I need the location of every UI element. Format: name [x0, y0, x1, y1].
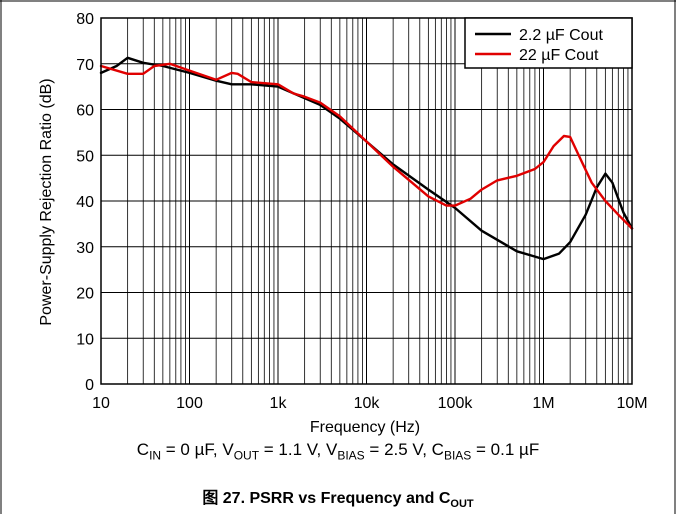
legend-box: [464, 17, 633, 69]
y-tick-label: 10: [76, 331, 94, 348]
figure-caption: 图 27. PSRR vs Frequency and COUT: [202, 490, 474, 511]
y-tick-label: 80: [76, 11, 94, 28]
y-tick-labels: 0 10 20 30 40 50 60 70 80: [76, 11, 94, 394]
x-tick-label: 10M: [616, 395, 647, 412]
y-tick-label: 30: [76, 240, 94, 257]
x-tick-label: 1M: [532, 395, 554, 412]
legend: 2.2 µF Cout 22 µF Cout: [464, 17, 633, 69]
x-tick-label: 100: [176, 395, 203, 412]
test-conditions: CIN = 0 µF, VOUT = 1.1 V, VBIAS = 2.5 V,…: [136, 440, 540, 463]
grid-lines: [100, 17, 632, 385]
x-tick-label: 10: [92, 395, 110, 412]
legend-label: 22 µF Cout: [519, 47, 599, 64]
x-axis-label: Frequency (Hz): [310, 419, 420, 436]
y-tick-label: 60: [76, 103, 94, 120]
y-tick-label: 70: [76, 57, 94, 74]
y-axis-label: Power-Supply Rejection Ratio (dB): [38, 78, 55, 325]
series-line-cout-22uf: [99, 62, 634, 230]
x-tick-label: 100k: [438, 395, 474, 412]
plot-area-border: [100, 17, 633, 385]
y-tick-label: 40: [76, 194, 94, 211]
series-layer: [99, 56, 634, 261]
series-line-cout-2-2uf: [99, 56, 634, 261]
x-tick-label: 10k: [354, 395, 381, 412]
y-tick-label: 50: [76, 148, 94, 165]
y-tick-label: 20: [76, 286, 94, 303]
y-tick-label: 0: [85, 377, 94, 394]
legend-label: 2.2 µF Cout: [519, 27, 603, 44]
x-tick-label: 1k: [270, 395, 288, 412]
x-tick-labels: 10 100 1k 10k 100k 1M 10M: [92, 395, 647, 412]
